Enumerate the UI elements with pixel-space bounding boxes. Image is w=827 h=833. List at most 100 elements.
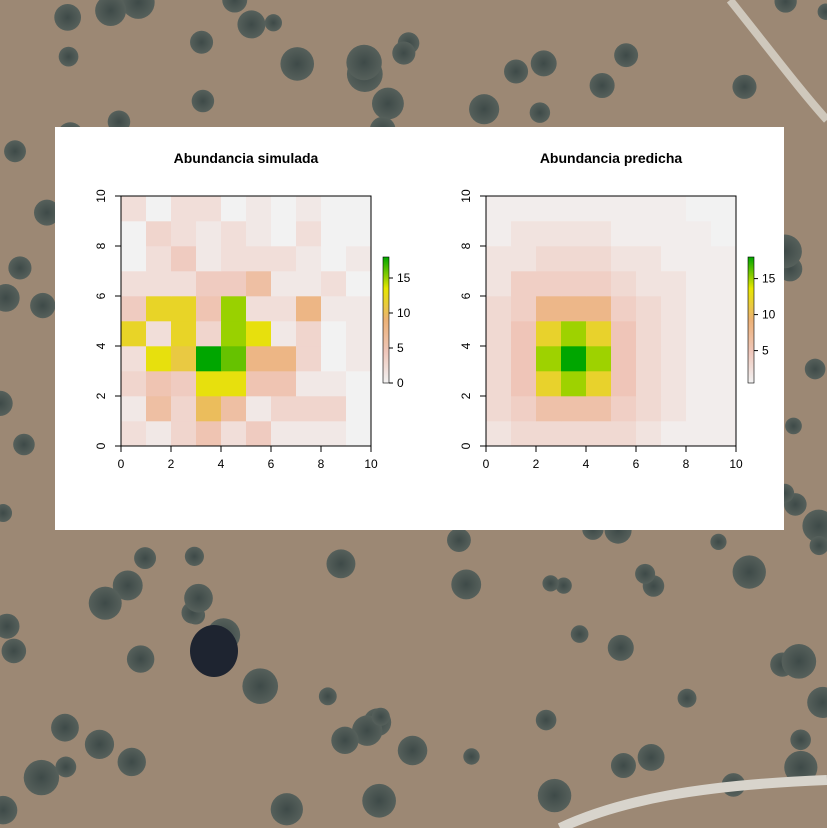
heat-cell	[661, 246, 687, 272]
heat-cell	[611, 221, 637, 247]
tree	[280, 47, 315, 81]
heat-cell	[171, 396, 197, 422]
tree	[237, 10, 266, 39]
y-tick-label: 8	[459, 242, 473, 249]
tree	[555, 577, 572, 594]
tree	[529, 102, 551, 123]
heat-cell	[146, 196, 172, 222]
tree	[0, 390, 13, 416]
heat-cell	[561, 321, 587, 347]
heat-cell	[611, 296, 637, 322]
heat-cell	[661, 321, 687, 347]
heat-cell	[121, 246, 147, 272]
tree	[804, 358, 826, 380]
tree	[802, 509, 827, 543]
y-tick-label: 10	[94, 189, 108, 203]
heat-cell	[611, 246, 637, 272]
tree	[397, 735, 428, 766]
heat-cell	[661, 371, 687, 397]
heat-cell	[636, 221, 662, 247]
heat-cell	[636, 371, 662, 397]
heat-cell	[246, 371, 272, 397]
heat-cell	[511, 221, 537, 247]
heat-cell	[171, 246, 197, 272]
heat-cell	[196, 421, 222, 447]
colorbar	[382, 256, 390, 384]
heat-cell	[271, 221, 297, 247]
tree	[23, 759, 60, 796]
y-tick-label: 6	[94, 292, 108, 299]
heat-cell	[711, 271, 737, 297]
heat-cell	[486, 396, 512, 422]
heat-cell	[686, 371, 712, 397]
y-tick-label: 6	[459, 292, 473, 299]
heat-cell	[711, 321, 737, 347]
tree	[710, 533, 727, 550]
heat-cell	[586, 221, 612, 247]
heat-cell	[511, 396, 537, 422]
heat-cell	[121, 221, 147, 247]
tree	[732, 74, 757, 99]
heat-cell	[586, 346, 612, 372]
heat-cell	[486, 346, 512, 372]
heat-cell	[171, 346, 197, 372]
tree	[447, 528, 471, 553]
tree	[614, 43, 639, 68]
tree	[807, 686, 827, 718]
tree	[0, 613, 20, 639]
heat-cell	[196, 196, 222, 222]
heat-cell	[486, 321, 512, 347]
tree	[463, 748, 480, 765]
y-tick-label: 2	[459, 392, 473, 399]
heat-cell	[321, 221, 347, 247]
heat-cell	[246, 346, 272, 372]
heat-cell	[711, 421, 737, 447]
heat-cell	[486, 296, 512, 322]
x-tick-label: 0	[118, 457, 125, 471]
heat-cell	[321, 371, 347, 397]
heat-cell	[171, 221, 197, 247]
heat-cell	[121, 396, 147, 422]
heat-cell	[296, 296, 322, 322]
road	[557, 775, 827, 833]
x-tick-label: 8	[683, 457, 690, 471]
heat-cell	[686, 421, 712, 447]
heat-cell	[296, 196, 322, 222]
heat-cell	[346, 246, 372, 272]
heat-cell	[121, 321, 147, 347]
x-tick-label: 6	[268, 457, 275, 471]
x-tick-label: 10	[729, 457, 743, 471]
heat-cell	[296, 321, 322, 347]
heat-cell	[711, 296, 737, 322]
tree	[58, 46, 79, 67]
heat-cell	[221, 221, 247, 247]
tree	[809, 535, 827, 556]
tree	[30, 292, 56, 319]
heat-cell	[511, 346, 537, 372]
y-tick-label: 4	[459, 342, 473, 349]
heat-cell	[586, 246, 612, 272]
heat-cell	[121, 346, 147, 372]
heat-cell	[661, 346, 687, 372]
heat-cell	[661, 221, 687, 247]
heat-cell	[536, 321, 562, 347]
heat-cell	[271, 296, 297, 322]
tree	[4, 140, 26, 163]
tree	[33, 199, 60, 226]
x-tick-label: 0	[483, 457, 490, 471]
heat-cell	[221, 371, 247, 397]
heat-cell	[346, 396, 372, 422]
heat-cell	[271, 271, 297, 297]
heat-cell	[321, 346, 347, 372]
heat-cell	[221, 271, 247, 297]
heat-cell	[346, 221, 372, 247]
tree	[785, 417, 802, 435]
tree	[1, 638, 27, 664]
y-tick-label: 0	[459, 442, 473, 449]
heat-cell	[636, 396, 662, 422]
heat-cell	[561, 246, 587, 272]
heat-cell	[711, 221, 737, 247]
tree	[817, 3, 827, 20]
tree	[392, 41, 416, 65]
heat-cell	[561, 371, 587, 397]
